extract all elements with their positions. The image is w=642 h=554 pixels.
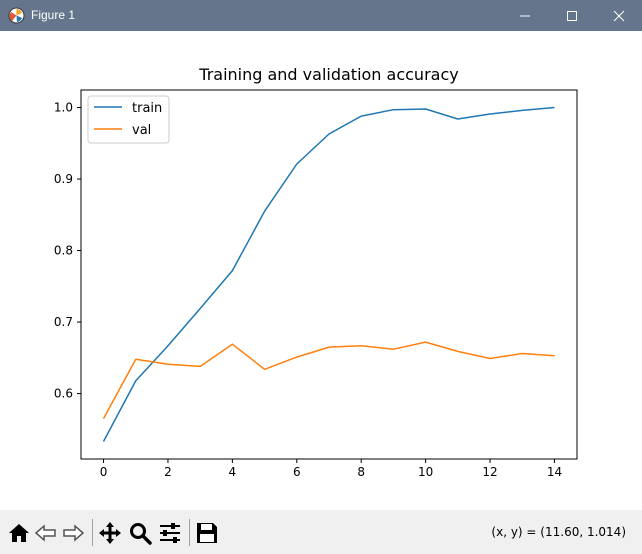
- x-tick-label: 8: [357, 465, 365, 479]
- series-line-train: [102, 106, 555, 442]
- configure-subplots-button[interactable]: [157, 520, 183, 546]
- chart-title: Training and validation accuracy: [198, 65, 458, 84]
- title-bar[interactable]: Figure 1: [0, 0, 642, 31]
- save-icon: [197, 523, 217, 543]
- toolbar-separator: [92, 519, 93, 546]
- minimize-button[interactable]: [502, 0, 548, 31]
- pan-icon: [99, 522, 121, 544]
- home-icon: [9, 524, 29, 542]
- x-tick-label: 10: [418, 465, 433, 479]
- window-title: Figure 1: [31, 8, 76, 22]
- axes-frame: [80, 89, 578, 460]
- pan-button[interactable]: [97, 520, 123, 546]
- minimize-icon: [520, 15, 530, 17]
- legend-label-val: val: [132, 123, 151, 138]
- back-button[interactable]: [33, 520, 59, 546]
- maximize-icon: [567, 11, 577, 21]
- back-icon: [34, 524, 56, 542]
- figure-canvas[interactable]: Training and validation accuracy 0 2 4 6 8 10…: [0, 31, 642, 510]
- y-tick-label: 0.7: [54, 315, 73, 329]
- x-tick-label: 12: [482, 465, 497, 479]
- close-button[interactable]: [596, 0, 642, 31]
- maximize-button[interactable]: [549, 0, 595, 31]
- x-tick-label: 2: [164, 465, 172, 479]
- navigation-toolbar: (x, y) = (11.60, 1.014): [0, 510, 642, 554]
- x-tick-label: 14: [547, 465, 562, 479]
- configure-subplots-icon: [160, 523, 180, 543]
- home-button[interactable]: [6, 520, 32, 546]
- zoom-button[interactable]: [127, 520, 153, 546]
- x-tick-label: 0: [100, 465, 108, 479]
- y-tick-label: 0.8: [54, 244, 73, 258]
- forward-icon: [63, 524, 85, 542]
- cursor-coordinates: (x, y) = (11.60, 1.014): [491, 525, 626, 539]
- forward-button[interactable]: [60, 520, 86, 546]
- y-tick-label: 1.0: [54, 101, 73, 115]
- series-line-val: [102, 341, 555, 419]
- matplotlib-icon: [8, 7, 25, 24]
- x-tick-label: 4: [229, 465, 237, 479]
- save-button[interactable]: [194, 520, 220, 546]
- zoom-icon: [130, 523, 152, 545]
- line-chart[interactable]: Training and validation accuracy 0 2 4 6 8 10…: [0, 31, 642, 510]
- x-tick-label: 6: [293, 465, 301, 479]
- toolbar-separator: [189, 519, 190, 546]
- y-tick-label: 0.6: [54, 387, 73, 401]
- legend-label-train: train: [132, 101, 162, 116]
- close-icon: [613, 10, 625, 22]
- y-tick-label: 0.9: [54, 172, 73, 186]
